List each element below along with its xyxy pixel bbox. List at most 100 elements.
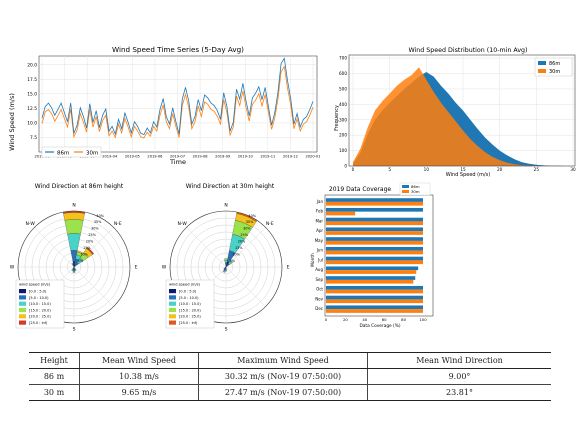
rose86-spoke — [73, 266, 114, 307]
rose86-ring-label: 35% — [94, 220, 102, 224]
rose30-legend-label: [20.0 : 25.0) — [179, 315, 201, 319]
ts-xtick-label: 2019-07 — [170, 155, 185, 159]
hist-legend: 86m 30m — [534, 57, 573, 77]
ts-line-30m — [41, 65, 314, 139]
rose86-sector-bar — [64, 219, 84, 235]
ts-ytick-label: 12.5 — [27, 106, 37, 112]
rose30-legend-swatch — [169, 320, 176, 325]
rose86-direction-label: W — [10, 265, 15, 271]
ts-ylabel: Wind Speed (m/s) — [8, 93, 16, 151]
rose30-spoke — [225, 266, 266, 307]
cov-ylabel: Month — [310, 253, 316, 267]
rose30-spoke — [186, 227, 227, 268]
ts-xtick-label: 2019-12 — [283, 155, 298, 159]
cov-bar-30m — [326, 299, 423, 304]
hist-plot-frame — [348, 54, 576, 167]
rose30-legend-label: [0.0 : 5.0) — [179, 290, 197, 294]
cov-xtick-label: 0 — [325, 317, 328, 322]
rose86-legend-label: [5.0 : 10.0) — [29, 296, 49, 300]
cov-bar-86m — [326, 246, 423, 251]
rose86-spoke — [34, 227, 75, 268]
hist-xtick-label: 0 — [352, 167, 355, 172]
rose30-spoke — [225, 227, 266, 268]
cov-month-label: Feb — [316, 209, 324, 214]
cov-month-label: Apr — [316, 228, 323, 233]
ts-xtick-label: 2019-05 — [125, 155, 140, 159]
rose86-sector-bar — [86, 247, 94, 255]
cov-xtick-label: 100 — [419, 317, 427, 322]
rose30-sector-bar — [224, 258, 228, 261]
ts-ytick-label: 7.5 — [30, 135, 37, 141]
rose30-legend-label: [5.0 : 10.0) — [179, 296, 199, 300]
time-series-chart: Wind Speed Time Series (5-Day Avg) Wind … — [8, 45, 320, 166]
table-header-max-speed: Maximum Wind Speed — [198, 352, 368, 369]
rose30-ring-label: 25% — [240, 233, 248, 237]
rose86-legend-label: [25.0 : inf) — [29, 321, 48, 325]
rose86-legend-swatch — [19, 314, 26, 319]
hist-title: Wind Speed Distribution (10-min Avg) — [408, 47, 527, 54]
cov-bar-30m — [326, 231, 423, 235]
ts-title: Wind Speed Time Series (5-Day Avg) — [112, 45, 244, 54]
cov-month-label: Nov — [315, 296, 323, 301]
rose86-ring-label: 15% — [83, 246, 91, 250]
cov-bar-86m — [326, 237, 423, 241]
rose30-legend-swatch — [169, 307, 176, 313]
rose86-legend-label: [10.0 : 15.0) — [29, 302, 51, 306]
cov-bar-86m — [326, 305, 423, 310]
rose30-ring-label: 20% — [238, 240, 246, 244]
table-header-mean-speed: Mean Wind Speed — [79, 352, 199, 369]
rose86-direction-label: S — [73, 327, 76, 333]
ts-xtick-label: 2019-08 — [193, 155, 209, 159]
cov-bar-86m — [326, 266, 419, 271]
cov-bar-30m — [326, 309, 423, 313]
cov-bar-30m — [326, 260, 423, 265]
hist-ytick-label: 100 — [339, 148, 347, 153]
cov-bar-30m — [326, 279, 414, 284]
cov-xtick-label: 60 — [382, 317, 387, 322]
hist-xtick-label: 30 — [570, 167, 576, 172]
rose86-sector-bar — [71, 269, 74, 272]
cov-month-label: Aug — [315, 267, 323, 272]
wind-rose-86m: Wind Direction at 86m height N N-E E S W N-W 5… — [10, 183, 138, 333]
ts-xtick-label: 2019-09 — [215, 155, 231, 159]
cov-month-label: Mar — [315, 218, 323, 223]
rose86-legend-swatch — [19, 307, 26, 313]
hist-xtick-label: 25 — [534, 167, 540, 172]
ts-legend-86m: 86m — [57, 150, 69, 156]
table-header-row: Height Mean Wind Speed Maximum Wind Spee… — [29, 352, 551, 369]
cov-month-label: Jan — [316, 199, 324, 204]
data-coverage-chart: 2019 Data Coverage Month Data Coverage (… — [310, 182, 434, 329]
rose30-outer-ring — [169, 210, 283, 324]
cov-bar-86m — [326, 217, 423, 222]
rose30-legend-swatch — [169, 289, 176, 294]
hist-xtick-label: 10 — [424, 167, 430, 172]
table-cell: 86 m — [29, 368, 80, 385]
cov-xtick-label: 40 — [362, 317, 367, 322]
table-cell: 27.47 m/s (Nov-19 07:50:00) — [198, 384, 368, 401]
ts-ytick-label: 20.0 — [27, 62, 37, 68]
cov-bar-30m — [326, 211, 356, 216]
rose30-legend-title: wind speed (m/s) — [169, 283, 201, 287]
cov-bar-86m — [326, 276, 416, 280]
cov-title: 2019 Data Coverage — [329, 186, 391, 193]
ts-plot-frame — [38, 55, 318, 153]
rose86-legend-swatch — [19, 295, 26, 300]
rose86-ring-label: 30% — [91, 227, 99, 231]
hist-legend-30m: 30m — [549, 69, 560, 75]
ts-ytick-label: 10.0 — [27, 121, 37, 127]
cov-legend: 86m 30m — [399, 182, 431, 196]
rose30-direction-label: N-E — [266, 221, 274, 227]
summary-table: Height Mean Wind Speed Maximum Wind Spee… — [29, 352, 551, 401]
cov-plot-frame — [324, 194, 434, 317]
table-header-height: Height — [29, 352, 80, 369]
rose30-direction-label: N — [224, 203, 227, 209]
rose30-legend-swatch — [169, 314, 176, 319]
distribution-chart: Wind Speed Distribution (10-min Avg) Fre… — [334, 47, 576, 178]
ts-legend-30m: 30m — [86, 150, 98, 156]
table-cell: 30.32 m/s (Nov-19 07:50:00) — [198, 368, 368, 385]
rose86-sector-bar — [62, 210, 86, 214]
rose86-sector-bar — [71, 262, 74, 265]
hist-ytick-label: 700 — [339, 56, 347, 61]
table-cell: 10.38 m/s — [79, 368, 199, 385]
hist-ytick-label: 500 — [339, 86, 347, 91]
